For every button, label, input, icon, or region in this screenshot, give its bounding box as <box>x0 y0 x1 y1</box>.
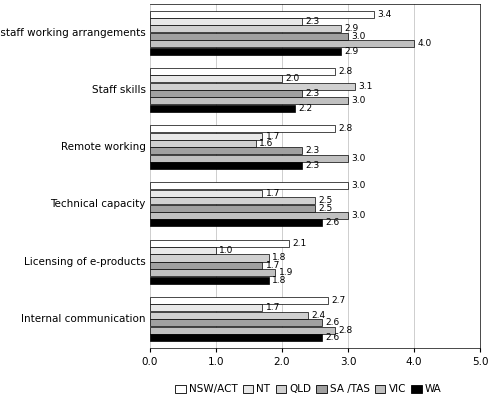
Bar <box>150 269 276 276</box>
Text: 2.8: 2.8 <box>338 124 352 133</box>
Text: 2.6: 2.6 <box>325 318 339 327</box>
Bar <box>150 319 322 326</box>
Text: 2.3: 2.3 <box>305 89 320 98</box>
Bar <box>150 147 302 154</box>
Text: 2.6: 2.6 <box>325 333 339 342</box>
Text: 1.0: 1.0 <box>220 246 234 255</box>
Bar <box>150 276 269 284</box>
Bar <box>150 75 282 82</box>
Text: 2.8: 2.8 <box>338 67 352 76</box>
Bar <box>150 90 302 97</box>
Bar <box>150 47 342 55</box>
Text: 3.1: 3.1 <box>358 82 372 91</box>
Text: 2.3: 2.3 <box>305 146 320 155</box>
Bar <box>150 327 335 333</box>
Bar <box>150 11 374 18</box>
Bar <box>150 197 315 204</box>
Text: 2.1: 2.1 <box>292 239 306 248</box>
Text: 3.0: 3.0 <box>352 96 366 105</box>
Text: 1.7: 1.7 <box>266 261 280 270</box>
Text: 2.6: 2.6 <box>325 218 339 228</box>
Text: 2.4: 2.4 <box>312 311 326 320</box>
Bar <box>150 162 302 169</box>
Bar <box>150 334 322 341</box>
Text: 4.0: 4.0 <box>418 39 432 48</box>
Text: 2.9: 2.9 <box>344 24 359 34</box>
Bar <box>150 219 322 226</box>
Text: 2.9: 2.9 <box>344 47 359 56</box>
Bar <box>150 262 262 269</box>
Legend: NSW/ACT, NT, QLD, SA /TAS, VIC, WA: NSW/ACT, NT, QLD, SA /TAS, VIC, WA <box>171 380 445 395</box>
Bar <box>150 247 216 254</box>
Bar <box>150 33 348 40</box>
Text: 2.3: 2.3 <box>305 161 320 170</box>
Text: 2.0: 2.0 <box>286 74 300 83</box>
Text: 3.0: 3.0 <box>352 154 366 163</box>
Text: 2.3: 2.3 <box>305 17 320 26</box>
Bar <box>150 98 348 104</box>
Bar <box>150 254 269 261</box>
Bar <box>150 133 262 139</box>
Bar <box>150 18 302 25</box>
Text: 1.7: 1.7 <box>266 303 280 312</box>
Text: 1.9: 1.9 <box>278 268 293 277</box>
Bar <box>150 125 335 132</box>
Bar <box>150 182 348 190</box>
Text: 3.4: 3.4 <box>378 9 392 19</box>
Bar <box>150 212 348 219</box>
Bar <box>150 190 262 197</box>
Text: 1.7: 1.7 <box>266 132 280 141</box>
Bar <box>150 68 335 75</box>
Bar <box>150 297 328 304</box>
Text: 2.7: 2.7 <box>332 296 346 305</box>
Bar <box>150 240 288 247</box>
Bar <box>150 305 262 311</box>
Bar <box>150 40 414 47</box>
Text: 2.5: 2.5 <box>318 196 332 205</box>
Bar <box>150 25 342 32</box>
Bar <box>150 105 295 112</box>
Bar <box>150 312 308 319</box>
Text: 1.8: 1.8 <box>272 254 286 263</box>
Bar <box>150 83 354 90</box>
Text: 2.2: 2.2 <box>298 104 312 113</box>
Text: 3.0: 3.0 <box>352 181 366 190</box>
Text: 3.0: 3.0 <box>352 32 366 41</box>
Text: 1.8: 1.8 <box>272 276 286 285</box>
Text: 1.6: 1.6 <box>259 139 274 148</box>
Bar <box>150 205 315 212</box>
Text: 1.7: 1.7 <box>266 189 280 198</box>
Bar <box>150 140 256 147</box>
Text: 2.8: 2.8 <box>338 325 352 335</box>
Bar <box>150 155 348 162</box>
Text: 3.0: 3.0 <box>352 211 366 220</box>
Text: 2.5: 2.5 <box>318 203 332 213</box>
